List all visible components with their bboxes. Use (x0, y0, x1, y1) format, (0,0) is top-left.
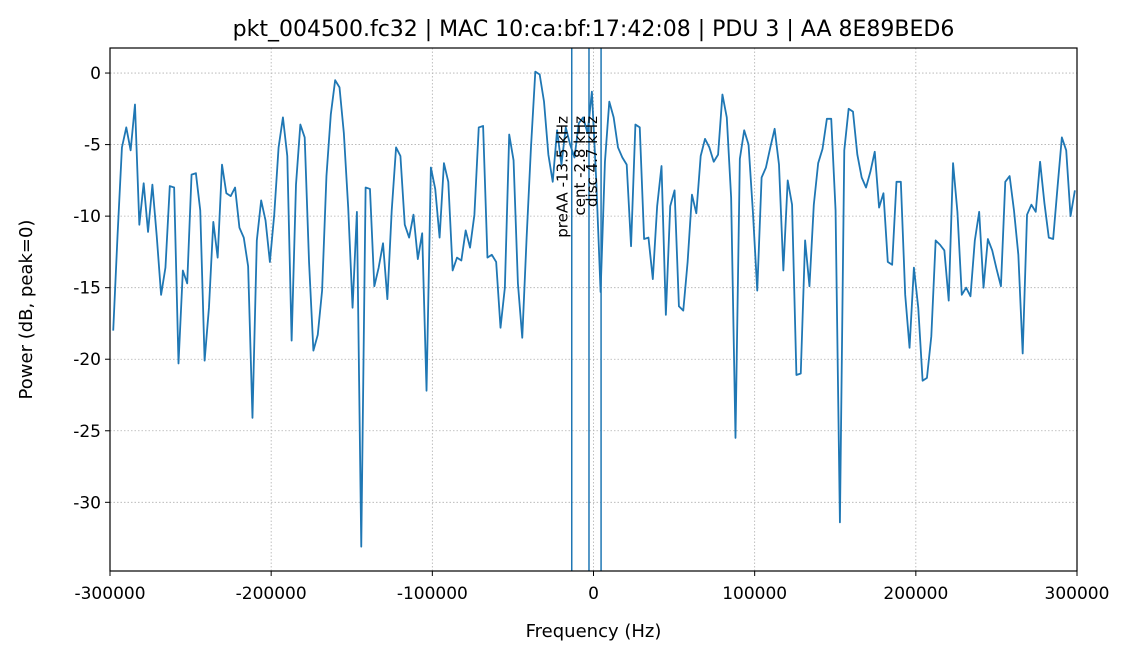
y-axis-label: Power (dB, peak=0) (16, 220, 37, 400)
marker-label: disc 4.7 kHz (583, 116, 601, 207)
y-tick-label: -25 (73, 422, 101, 442)
y-tick-label: -10 (73, 207, 101, 227)
x-tick-label: -100000 (397, 584, 468, 604)
x-tick-label: -300000 (74, 584, 145, 604)
x-tick-label: 200000 (883, 584, 948, 604)
y-tick-label: -20 (73, 350, 101, 370)
x-tick-label: 300000 (1045, 584, 1110, 604)
data-line (112, 70, 1076, 548)
chart-title: pkt_004500.fc32 | MAC 10:ca:bf:17:42:08 … (233, 17, 955, 42)
y-tick-label: -5 (84, 136, 101, 156)
y-tick-label: 0 (90, 64, 101, 84)
y-tick-label: -15 (73, 279, 101, 299)
plot-frame (109, 47, 1078, 572)
marker-label: cent -2.8 kHz (571, 116, 589, 216)
x-tick-label: -200000 (236, 584, 307, 604)
marker-label: preAA -13.5 kHz (554, 116, 572, 238)
y-tick-label: -30 (73, 493, 101, 513)
x-axis-label: Frequency (Hz) (526, 621, 662, 642)
x-tick-label: 100000 (722, 584, 787, 604)
x-tick-label: 0 (588, 584, 599, 604)
